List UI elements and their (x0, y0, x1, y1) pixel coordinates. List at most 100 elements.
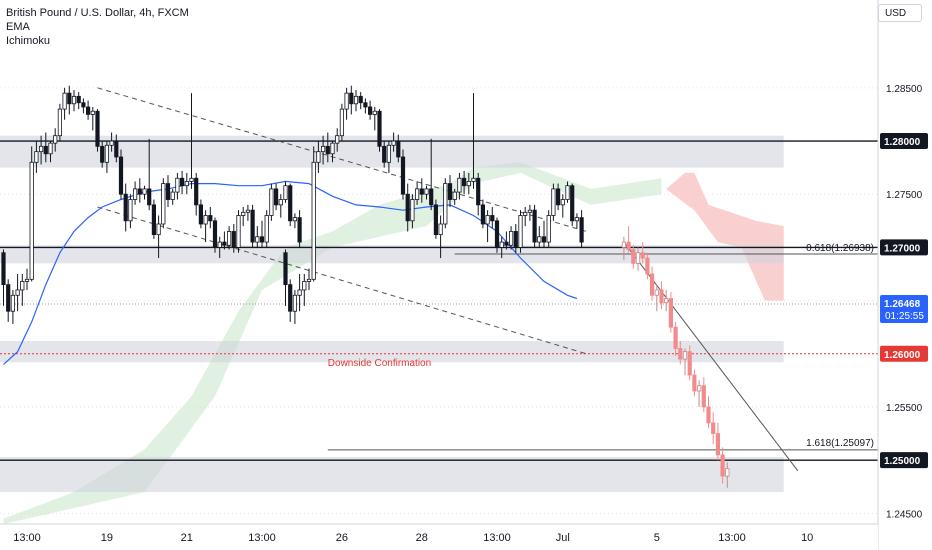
actual-candle-24 (396, 140, 401, 158)
actual-candle-62 (574, 217, 580, 222)
level-badge-1 (880, 239, 928, 256)
x-tick-4: 26 (336, 532, 348, 544)
countdown-timer: 01:25:55 (885, 311, 924, 322)
currency-selector[interactable]: USD (878, 4, 922, 22)
actual-candle-22 (386, 144, 392, 163)
history-candle-63 (297, 217, 302, 243)
actual-candle-20 (377, 110, 382, 147)
history-candle-18 (86, 106, 91, 115)
x-tick-2: 21 (181, 532, 193, 544)
actual-candle-56 (546, 215, 551, 243)
actual-candle-30 (424, 188, 429, 195)
actual-candle-41 (476, 177, 481, 206)
channel-lower (97, 206, 587, 355)
actual-candle-10 (330, 142, 335, 155)
level-badge-text-3: 1.25000 (884, 456, 921, 467)
projected-candle-14 (687, 351, 692, 376)
history-candle-36 (170, 191, 175, 200)
indicator-ichimoku[interactable]: Ichimoku (6, 35, 51, 47)
history-candle-60 (283, 185, 288, 200)
history-candle-2 (10, 294, 15, 312)
history-candle-22 (104, 144, 109, 163)
history-candle-4 (20, 281, 25, 291)
indicator-ema[interactable]: EMA (6, 21, 30, 33)
history-candle-32 (151, 204, 156, 236)
projected-candle-7 (654, 289, 659, 296)
actual-candle-5 (306, 278, 312, 282)
actual-candle-27 (410, 199, 415, 222)
actual-candle-39 (466, 181, 471, 187)
actual-candle-38 (461, 177, 467, 187)
projected-candle-13 (682, 351, 688, 360)
actual-candle-15 (353, 95, 359, 105)
actual-candle-46 (499, 241, 504, 248)
y-tick-6: 1.27500 (886, 190, 923, 201)
level-badge-text-1: 1.27000 (884, 243, 921, 254)
history-candle-24 (114, 140, 119, 158)
history-candle-57 (269, 188, 274, 216)
history-candle-61 (288, 185, 293, 222)
actual-candle-51 (523, 211, 528, 216)
projected-candle-18 (706, 406, 711, 424)
actual-candle-50 (518, 215, 523, 248)
projected-candle-20 (715, 433, 721, 456)
actual-candle-18 (367, 106, 373, 115)
history-candle-59 (278, 199, 283, 206)
history-candle-31 (147, 188, 152, 206)
history-candle-7 (34, 151, 39, 163)
actual-candle-58 (556, 188, 561, 206)
projected-candle-2 (631, 249, 636, 264)
y-tick-2: 1.25500 (886, 403, 923, 414)
history-candle-1 (6, 284, 11, 312)
projected-candle-17 (701, 385, 706, 408)
time-axis-bg (0, 524, 878, 550)
actual-candle-33 (438, 223, 443, 236)
history-candle-55 (259, 236, 265, 243)
projected-candle-21 (720, 454, 725, 477)
actual-candle-42 (480, 204, 486, 225)
history-candle-43 (203, 215, 208, 225)
actual-candle-31 (429, 188, 434, 206)
level-badge-text-0: 1.28000 (884, 137, 921, 148)
history-candle-12 (57, 108, 63, 137)
history-candle-51 (241, 211, 246, 216)
projected-candle-15 (692, 374, 697, 392)
x-tick-3: 13:00 (248, 532, 276, 544)
actual-candle-53 (532, 209, 537, 243)
history-candle-29 (137, 188, 142, 195)
history-candle-26 (123, 193, 128, 222)
actual-candle-49 (513, 231, 518, 248)
history-candle-39 (184, 181, 189, 187)
actual-candle-63 (579, 217, 584, 243)
history-candle-46 (217, 241, 222, 248)
projected-candle-19 (711, 422, 716, 434)
history-candle-30 (142, 188, 147, 195)
actual-candle-36 (452, 191, 457, 200)
history-candle-50 (236, 215, 241, 248)
history-candle-56 (264, 215, 269, 243)
actual-candle-1 (288, 284, 293, 312)
last-price-value: 1.26468 (884, 299, 921, 310)
y-tick-0: 1.24500 (886, 509, 923, 520)
level-badge-2 (880, 345, 928, 362)
actual-candle-61 (570, 185, 575, 222)
history-candle-38 (179, 177, 185, 187)
level-zone-1 (0, 245, 784, 264)
projected-candle-6 (650, 273, 655, 296)
history-candle-48 (226, 231, 232, 246)
actual-candle-37 (457, 177, 462, 193)
actual-candle-60 (565, 185, 570, 200)
actual-candle-35 (447, 183, 453, 200)
actual-candle-57 (551, 188, 556, 216)
x-tick-1: 19 (101, 532, 113, 544)
history-candle-41 (194, 177, 199, 206)
history-candle-23 (109, 140, 114, 146)
actual-candle-8 (320, 145, 326, 153)
symbol-title[interactable]: British Pound / U.S. Dollar, 4h, FXCM (6, 7, 189, 19)
level-badge-3 (880, 452, 928, 469)
history-candle-33 (156, 223, 161, 236)
annotation-downside: Downside Confirmation (328, 358, 431, 369)
actual-candle-32 (433, 204, 439, 236)
